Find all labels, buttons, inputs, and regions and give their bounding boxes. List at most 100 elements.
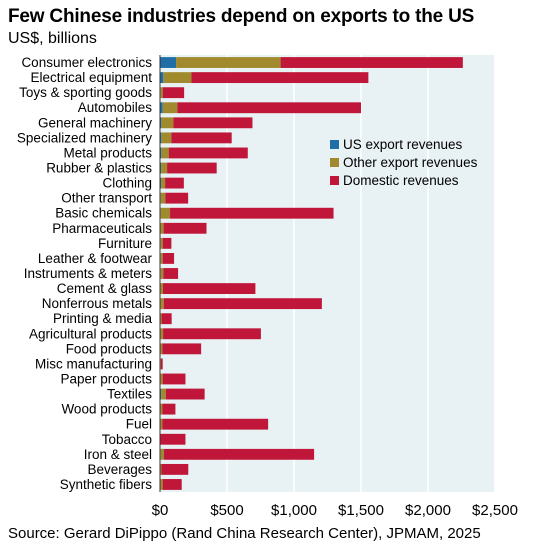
bar-segment-domestic xyxy=(162,253,175,264)
chart-subtitle: US$, billions xyxy=(8,30,97,47)
bar-segment-domestic xyxy=(167,162,217,174)
bar-segment-other-export xyxy=(160,479,163,490)
bar-segment-other-export xyxy=(163,72,192,84)
bar-segment-domestic xyxy=(161,463,189,475)
x-tick-label: $2,000 xyxy=(405,502,451,519)
x-tick-label: $1,000 xyxy=(271,502,317,519)
category-label: Rubber & plastics xyxy=(46,161,152,176)
bar-segment-domestic xyxy=(171,132,232,144)
bar-segment-domestic xyxy=(168,147,248,159)
bar-segment-other-export xyxy=(160,403,163,415)
category-label: Electrical equipment xyxy=(30,70,152,85)
category-label: Paper products xyxy=(60,371,152,386)
category-label: Wood products xyxy=(61,402,152,417)
bar-segment-other-export xyxy=(160,313,162,325)
bar-segment-other-export xyxy=(176,57,281,68)
bar-segment-other-export xyxy=(160,373,163,385)
bar-segment-other-export xyxy=(161,162,168,174)
category-label: Basic chemicals xyxy=(55,206,152,221)
bar-segment-other-export xyxy=(161,388,166,400)
bar-segment-domestic xyxy=(162,237,172,249)
bar-segment-domestic xyxy=(162,87,185,99)
bar-segment-domestic xyxy=(165,388,205,400)
bar-segment-domestic xyxy=(165,177,184,189)
category-label: Textiles xyxy=(107,387,152,402)
category-label: Toys & sporting goods xyxy=(19,85,152,100)
bar-segment-us-export xyxy=(160,72,164,84)
category-label: Instruments & meters xyxy=(24,266,153,281)
category-label: Beverages xyxy=(87,462,152,477)
bar-segment-domestic xyxy=(162,283,256,294)
legend-swatch xyxy=(330,176,339,185)
bar-segment-domestic xyxy=(160,358,163,370)
bar-segment-other-export xyxy=(160,343,163,355)
source-note: Source: Gerard DiPippo (Rand China Resea… xyxy=(8,525,481,542)
category-label: Iron & steel xyxy=(84,447,152,462)
bar-segment-us-export xyxy=(160,102,163,114)
bar-segment-domestic xyxy=(162,479,182,490)
bar-segment-domestic xyxy=(162,418,269,430)
legend-label: Other export revenues xyxy=(343,155,478,170)
bar-segment-other-export xyxy=(160,192,166,204)
bar-segment-domestic xyxy=(177,102,361,114)
bar-segment-domestic xyxy=(160,433,186,445)
bar-segment-other-export xyxy=(160,222,164,234)
category-label: Fuel xyxy=(126,417,152,432)
bar-segment-us-export xyxy=(160,162,162,174)
bar-segment-us-export xyxy=(160,57,177,68)
bar-segment-domestic xyxy=(165,192,189,204)
category-label: Clothing xyxy=(102,176,152,191)
bar-segment-other-export xyxy=(160,87,163,99)
category-label: Tobacco xyxy=(102,432,152,447)
bar-segment-other-export xyxy=(160,463,162,475)
legend-label: Domestic revenues xyxy=(343,173,459,188)
bar-segment-domestic xyxy=(191,72,369,84)
bar-segment-domestic xyxy=(170,207,334,219)
category-label: Specialized machinery xyxy=(17,130,152,145)
category-label: Synthetic fibers xyxy=(60,477,153,492)
category-label: Printing & media xyxy=(53,311,153,326)
bar-segment-other-export xyxy=(162,102,178,114)
x-tick-label: $500 xyxy=(210,502,243,519)
bar-segment-other-export xyxy=(161,132,172,144)
legend-swatch xyxy=(330,158,339,167)
bar-segment-other-export xyxy=(161,147,169,159)
bar-segment-us-export xyxy=(160,117,162,129)
bar-segment-other-export xyxy=(160,418,163,430)
bar-segment-domestic xyxy=(163,328,261,340)
bar-segment-us-export xyxy=(160,388,162,400)
category-label: General machinery xyxy=(38,115,152,130)
bar-segment-other-export xyxy=(160,448,165,460)
chart-title: Few Chinese industries depend on exports… xyxy=(8,6,475,27)
category-label: Pharmaceuticals xyxy=(52,221,152,236)
bar-segment-other-export xyxy=(160,358,161,370)
category-label: Food products xyxy=(66,341,153,356)
legend-swatch xyxy=(330,140,339,149)
category-label: Cement & glass xyxy=(57,281,153,296)
category-label: Agricultural products xyxy=(29,326,152,341)
bar-segment-domestic xyxy=(162,403,176,415)
bar-segment-other-export xyxy=(160,253,163,264)
category-label: Nonferrous metals xyxy=(42,296,153,311)
bar-segment-other-export xyxy=(160,207,171,219)
bar-segment-other-export xyxy=(161,177,166,189)
bar-segment-domestic xyxy=(162,373,186,385)
bar-segment-domestic xyxy=(161,313,172,325)
legend-label: US export revenues xyxy=(343,137,463,152)
bar-segment-domestic xyxy=(162,343,202,355)
bar-segment-domestic xyxy=(163,268,179,279)
category-label: Furniture xyxy=(98,236,152,251)
bar-segment-domestic xyxy=(164,448,315,460)
bar-segment-domestic xyxy=(173,117,253,129)
bar-segment-other-export xyxy=(160,268,164,279)
bar-segment-other-export xyxy=(161,117,174,129)
category-label: Misc manufacturing xyxy=(35,356,152,371)
x-tick-label: $2,500 xyxy=(472,502,518,519)
bar-segment-us-export xyxy=(160,147,162,159)
bar-segment-domestic xyxy=(163,222,207,234)
bar-segment-domestic xyxy=(163,298,322,310)
category-label: Automobiles xyxy=(78,100,153,115)
category-label: Metal products xyxy=(63,145,152,160)
bar-segment-us-export xyxy=(160,177,162,189)
